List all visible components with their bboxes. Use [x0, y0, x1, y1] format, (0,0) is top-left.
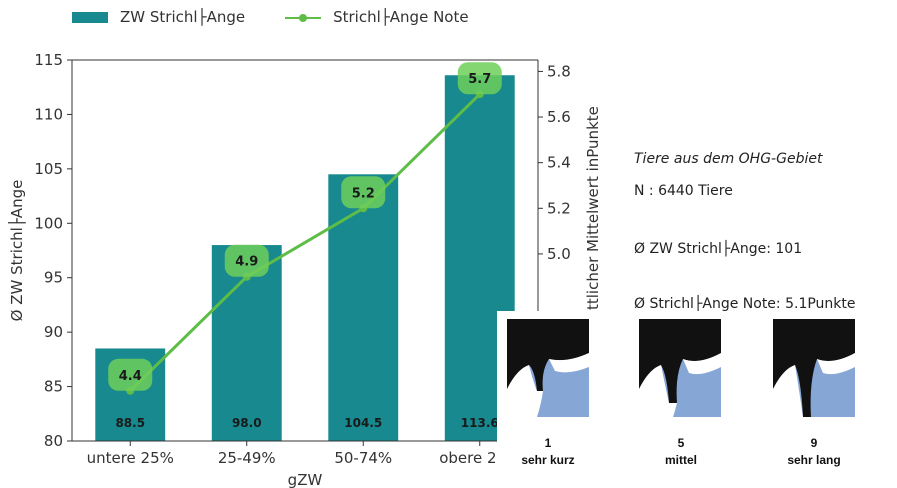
teat-image-short: [507, 319, 589, 417]
line-value-label: 4.4: [119, 369, 142, 384]
line-series: [129, 93, 481, 392]
bar-value-label: 88.5: [115, 416, 145, 430]
scale-caption-medium: 5 mittel: [636, 435, 726, 469]
y-tick-label: 80: [44, 432, 63, 450]
y2-tick-label: 5.0: [547, 245, 571, 263]
line-value-label: 5.7: [468, 72, 491, 87]
y2-tick-label: 5.4: [547, 154, 571, 172]
line-value-badge: [224, 244, 269, 277]
scale-score-long: 9: [810, 436, 818, 450]
x-tick-label: 50-74%: [334, 449, 392, 467]
legend-item-bar: ZW Strichl├Ange: [72, 8, 245, 26]
info-count: N : 6440 Tiere: [634, 183, 733, 199]
scale-label-medium: mittel: [664, 453, 697, 467]
bar: [328, 174, 399, 442]
y-tick-label: 100: [34, 214, 63, 232]
legend-swatch-line: [285, 12, 322, 23]
scale-score-short: 1: [544, 436, 552, 450]
line-value-label: 5.2: [352, 186, 375, 201]
teat-image-long: [773, 319, 855, 417]
y-axis-label: Ø ZW Strichl├Ange: [7, 180, 26, 322]
y-tick-label: 110: [34, 105, 63, 123]
legend-item-line: Strichl├Ange Note: [285, 8, 469, 26]
x-tick-label: untere 25%: [87, 449, 174, 467]
scale-score-medium: 5: [677, 436, 685, 450]
y-tick-label: 115: [34, 51, 63, 69]
legend-swatch-bar: [72, 11, 108, 23]
legend-label-bar: ZW Strichl├Ange: [120, 8, 246, 26]
y-tick-label: 90: [44, 323, 63, 341]
line-value-badge: [108, 358, 153, 391]
bar-value-label: 98.0: [232, 416, 262, 430]
chart-legend: ZW Strichl├Ange Strichl├Ange Note: [72, 8, 509, 26]
legend-label-line: Strichl├Ange Note: [333, 8, 469, 26]
scale-label-long: sehr lang: [787, 453, 841, 467]
y-tick-label: 85: [44, 378, 63, 396]
x-axis-label: gZW: [288, 471, 323, 488]
y2-tick-label: 5.2: [547, 199, 571, 217]
scale-caption-short: 1 sehr kurz: [503, 435, 593, 469]
line-value-label: 4.9: [235, 255, 258, 270]
scale-caption-long: 9 sehr lang: [769, 435, 859, 469]
y2-tick-label: 5.6: [547, 108, 571, 126]
teat-image-medium: [639, 319, 721, 417]
scale-label-short: sehr kurz: [521, 453, 575, 467]
info-avg-zw: Ø ZW Strichl├Ange: 101: [634, 241, 803, 257]
y-tick-label: 95: [44, 269, 63, 287]
info-title: Tiere aus dem OHG-Gebiet: [634, 151, 823, 167]
line-value-badge: [341, 176, 386, 209]
y-tick-label: 105: [34, 160, 63, 178]
bar-value-label: 104.5: [344, 416, 382, 430]
bar-value-label: 113.6: [461, 416, 499, 430]
line-value-badge: [457, 62, 502, 95]
teat-length-scale-panel: 1 sehr kurz 5 mittel 9 sehr lang: [497, 311, 897, 488]
info-avg-note: Ø Strichl├Ange Note: 5.1Punkte: [634, 296, 856, 312]
x-tick-label: 25-49%: [218, 449, 276, 467]
y2-tick-label: 5.8: [547, 62, 571, 80]
